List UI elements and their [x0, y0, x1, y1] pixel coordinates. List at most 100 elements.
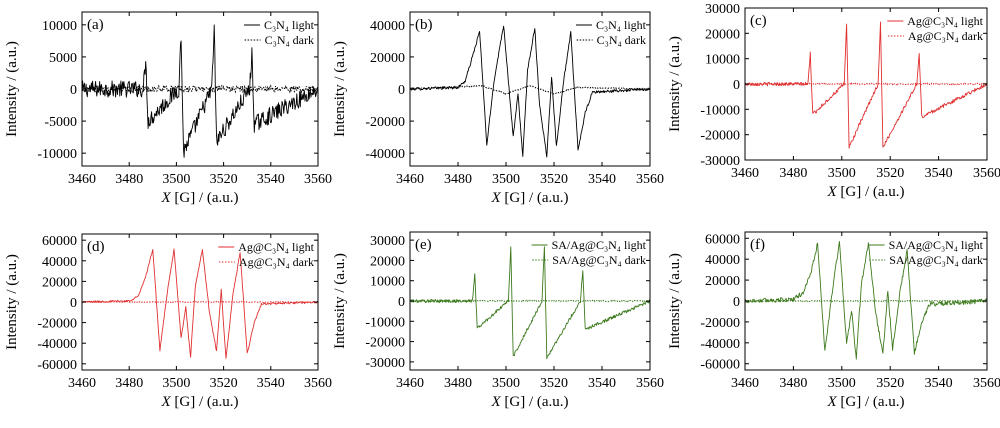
y-tick-label: 40000: [705, 253, 740, 268]
light-series-line: [82, 248, 318, 359]
y-tick-label: -10000: [700, 103, 740, 118]
y-tick-label: 20000: [370, 254, 405, 269]
x-tick-label: 3500: [828, 166, 856, 181]
x-tick-label: 3560: [304, 376, 332, 391]
y-tick-label: 20000: [705, 27, 740, 42]
x-tick-label: 3560: [973, 376, 1000, 391]
panel-label: (f): [750, 237, 765, 253]
x-axis-title: X [G] / (a.u.): [490, 190, 568, 206]
plot-area: [82, 24, 318, 158]
x-axis-title: X [G] / (a.u.): [826, 394, 904, 410]
y-tick-label: 40000: [370, 19, 405, 34]
y-tick-label: 0: [733, 295, 740, 310]
y-tick-label: 0: [398, 83, 405, 98]
panel-label: (b): [415, 17, 433, 33]
x-tick-label: 3520: [876, 376, 904, 391]
y-tick-label: 10000: [705, 53, 740, 68]
legend-label: Ag@C₃N₄ dark: [908, 29, 983, 43]
y-tick-label: -40000: [365, 147, 405, 162]
y-tick-label: 5000: [49, 51, 77, 66]
x-tick-label: 3540: [588, 376, 616, 391]
x-axis-title-symbol: X: [826, 394, 837, 410]
x-axis-title-symbol: X: [160, 190, 171, 206]
light-series-line: [410, 246, 650, 360]
x-tick-label: 3500: [492, 376, 520, 391]
x-tick-label: 3460: [68, 172, 96, 187]
dark-series-line: [745, 299, 987, 303]
x-tick-label: 3520: [210, 172, 238, 187]
legend-label: Ag@C₃N₄ dark: [239, 255, 314, 269]
panel-label: (d): [87, 239, 105, 255]
x-axis-title-unit: [G] / (a.u.): [501, 394, 569, 410]
panel-label: (c): [750, 13, 767, 29]
legend-label: C₃N₄ dark: [265, 33, 314, 47]
y-axis-title: Intensity / (a.u.): [4, 254, 20, 350]
x-axis-title-unit: [G] / (a.u.): [837, 394, 905, 410]
dark-series-line: [410, 299, 650, 303]
legend-label: C₃N₄ light: [264, 18, 315, 32]
x-tick-label: 3520: [540, 376, 568, 391]
x-tick-label: 3460: [396, 172, 424, 187]
x-axis-title-unit: [G] / (a.u.): [171, 394, 239, 410]
legend-label: C₃N₄ light: [596, 18, 647, 32]
panel-label: (e): [415, 237, 432, 253]
y-tick-label: 30000: [370, 234, 405, 249]
x-tick-label: 3520: [540, 172, 568, 187]
y-axis-title: Intensity / (a.u.): [667, 253, 683, 349]
y-tick-label: 30000: [705, 2, 740, 17]
legend-label: SA/Ag@C₃N₄ dark: [552, 253, 646, 267]
dark-series-line: [410, 84, 650, 95]
plot-area: [410, 25, 650, 158]
y-tick-label: 0: [70, 83, 77, 98]
y-tick-label: 20000: [370, 51, 405, 66]
x-tick-label: 3500: [492, 172, 520, 187]
legend-label: SA/Ag@C₃N₄ light: [889, 238, 984, 252]
x-axis-title: X [G] / (a.u.): [490, 394, 568, 410]
legend-label: Ag@C₃N₄ light: [238, 240, 314, 254]
x-axis-title-symbol: X: [490, 394, 501, 410]
x-tick-label: 3500: [162, 172, 190, 187]
y-tick-label: 60000: [42, 234, 77, 249]
y-tick-label: -10000: [365, 315, 405, 330]
dark-series-line: [82, 300, 318, 304]
x-tick-label: 3520: [210, 376, 238, 391]
y-tick-label: -20000: [37, 317, 77, 332]
x-axis-title: X [G] / (a.u.): [160, 190, 238, 206]
chart-panel: 3460 3480 3500 3520 3540 3560 -30000 -20000 -100…: [667, 2, 1000, 200]
legend-label: SA/Ag@C₃N₄ dark: [889, 253, 983, 267]
x-tick-label: 3560: [636, 376, 664, 391]
x-tick-label: 3560: [973, 166, 1000, 181]
x-axis-title-symbol: X: [160, 394, 171, 410]
chart-panel: 3460 3480 3500 3520 3540 3560 -30000 -20000 -100…: [332, 231, 664, 410]
x-tick-label: 3560: [304, 172, 332, 187]
plot-area: [82, 248, 318, 359]
light-series-line: [745, 240, 987, 360]
y-tick-label: 0: [398, 295, 405, 310]
y-tick-label: 10000: [370, 275, 405, 290]
y-tick-label: 20000: [705, 274, 740, 289]
y-tick-label: -30000: [700, 154, 740, 169]
y-tick-label: -10000: [37, 147, 77, 162]
y-axis-title: Intensity / (a.u.): [332, 253, 348, 349]
x-tick-label: 3500: [828, 376, 856, 391]
y-axis-title: Intensity / (a.u.): [332, 41, 348, 137]
y-tick-label: 20000: [42, 275, 77, 290]
x-tick-label: 3480: [115, 172, 143, 187]
x-axis-title: X [G] / (a.u.): [160, 394, 238, 410]
y-tick-label: -60000: [37, 358, 77, 373]
x-tick-label: 3540: [588, 172, 616, 187]
y-tick-label: -30000: [365, 356, 405, 371]
plot-area: [745, 21, 987, 149]
x-tick-label: 3460: [731, 166, 759, 181]
y-tick-label: -20000: [700, 129, 740, 144]
x-axis-title-symbol: X: [826, 184, 837, 200]
chart-panel: 3460 3480 3500 3520 3540 3560 -10000 -5000 0 5000…: [4, 11, 332, 206]
y-axis-title: Intensity / (a.u.): [667, 36, 683, 132]
x-tick-label: 3460: [396, 376, 424, 391]
y-tick-label: -60000: [700, 358, 740, 373]
